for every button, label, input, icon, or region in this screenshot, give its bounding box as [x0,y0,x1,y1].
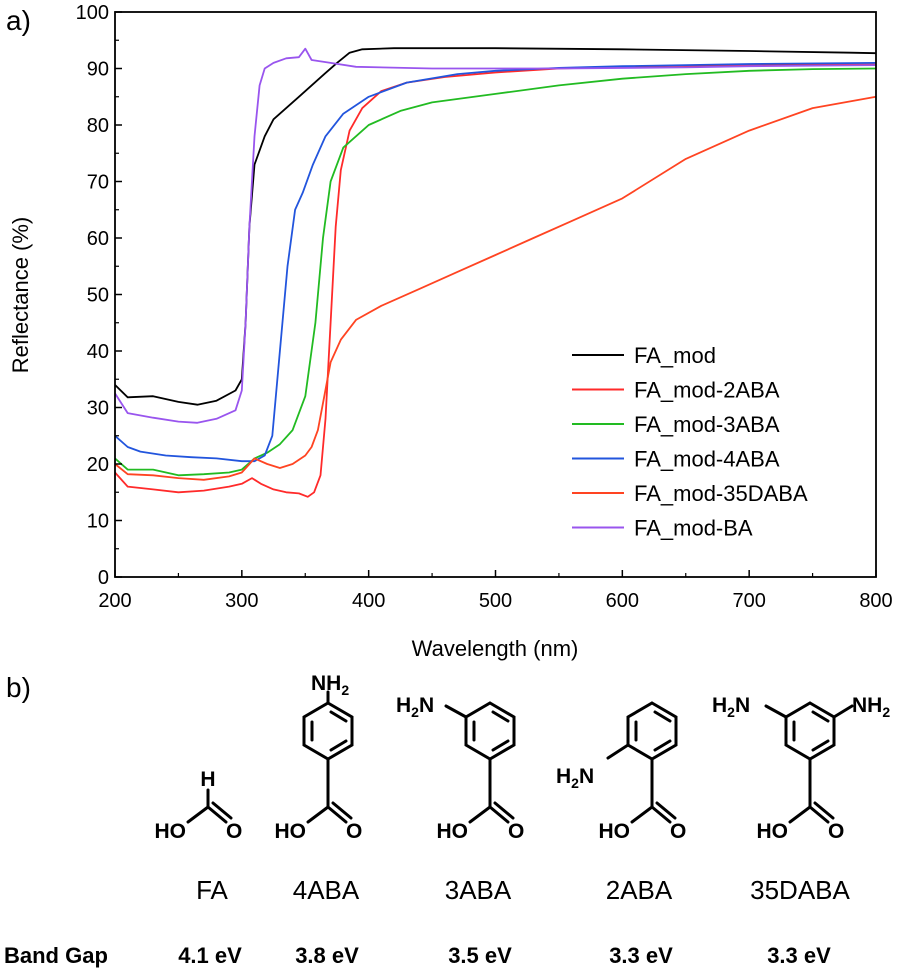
2aba-ring-double-3 [653,739,672,752]
35daba-ring-double-3 [811,739,830,752]
4aba-atom-ho: HO [275,820,307,843]
plot-curves [114,47,877,498]
legend-label-fa-mod-35daba: FA_mod-35DABA [634,481,808,506]
y-tick-label: 40 [87,341,109,363]
axis-tick-labels: 200 300 400 500 600 700 800 0 10 20 30 40 50 60 70 80 90… [76,2,893,612]
4aba-atom-nh2: NH2 [311,672,349,698]
panel-b-label: b) [6,672,31,703]
3aba-atom-o: O [508,820,524,843]
35daba-atom-h2n: H2N [712,694,750,720]
35daba-ring-double-2 [811,710,830,723]
2aba-bond-o [650,805,672,824]
2aba-bond-oh [630,805,654,824]
3aba-atom-h2n: H2N [396,694,434,720]
fa-atom-ho: HO [155,820,187,843]
y-tick-label: 10 [87,511,109,533]
35daba-atom-o: O [828,820,844,843]
x-tick-label: 700 [732,590,765,612]
fa-atom-h: H [200,768,215,791]
band-gap-fa: 4.1 eV [178,943,242,968]
band-gap-4aba: 3.8 eV [295,943,359,968]
y-tick-label: 60 [87,228,109,250]
legend-label-fa-mod-4aba: FA_mod-4ABA [634,447,780,472]
x-tick-label: 600 [606,590,639,612]
4aba-ring-double-2 [329,710,348,723]
y-axis-title: Reflectance (%) [8,217,33,374]
3aba-bond-o [488,805,510,824]
4aba-bond-o [326,805,348,824]
2aba-bond-nh2 [606,743,630,760]
4aba-ring-double-3 [329,739,348,752]
x-axis-title: Wavelength (nm) [412,636,579,661]
3aba-atom-ho: HO [437,820,469,843]
series-line-fa-mod [114,47,877,406]
4aba-bond-oh [306,805,330,824]
series-line-fa-mod-3aba [114,67,877,477]
y-tick-label: 100 [76,2,109,24]
series-line-fa-mod-ba [114,47,877,424]
legend-label-fa-mod-ba: FA_mod-BA [634,516,753,541]
3aba-ring-double-2 [491,710,510,723]
compound-name-35daba: 35DABA [750,875,850,905]
y-tick-label: 70 [87,172,109,194]
3aba-bond-o-double [493,801,515,820]
structure-atoms: HO O H NH2 HO O H2N HO O H2N HO O H2N NH… [155,672,891,843]
35daba-bond-nh2-left [764,704,788,719]
2aba-atom-ho: HO [599,820,631,843]
x-tick-label: 800 [859,590,892,612]
2aba-ring-double-2 [653,710,672,723]
fa-bond-c-o [206,805,228,824]
35daba-atom-ho: HO [757,820,789,843]
3aba-ring-double-3 [491,739,510,752]
legend-label-fa-mod-3aba: FA_mod-3ABA [634,412,780,437]
series-line-fa-mod-35daba [114,95,877,481]
4aba-atom-o: O [346,820,362,843]
legend-label-fa-mod-2aba: FA_mod-2ABA [634,378,780,403]
y-tick-label: 50 [87,285,109,307]
x-tick-label: 200 [98,590,131,612]
fa-bond-c-o-double [211,801,233,820]
panel-a-label: a) [6,5,31,36]
y-tick-label: 90 [87,59,109,81]
35daba-bond-o [808,805,830,824]
compound-name-4aba: 4ABA [293,875,360,905]
y-tick-label: 20 [87,454,109,476]
compound-names: FA 4ABA 3ABA 2ABA 35DABA [196,875,850,905]
band-gap-3aba: 3.5 eV [448,943,512,968]
band-gap-35daba: 3.3 eV [767,943,831,968]
band-gap-label: Band Gap [4,943,108,968]
series-line-fa-mod-2aba [114,63,877,498]
compound-name-fa: FA [196,875,228,905]
35daba-bond-nh2-right [832,704,854,719]
35daba-bond-o-double [813,801,835,820]
y-tick-label: 30 [87,398,109,420]
compound-name-3aba: 3ABA [445,875,512,905]
35daba-atom-nh2: NH2 [852,694,890,720]
x-tick-label: 400 [352,590,385,612]
fa-atom-o: O [226,820,242,843]
3aba-bond-oh [468,805,492,824]
band-gap-row: Band Gap 4.1 eV 3.8 eV 3.5 eV 3.3 eV 3.3… [4,943,831,968]
35daba-bond-oh [788,805,812,824]
x-tick-label: 300 [225,590,258,612]
x-tick-label: 500 [479,590,512,612]
3aba-bond-nh2 [444,704,468,719]
y-tick-label: 80 [87,115,109,137]
structure-bonds [186,690,854,824]
4aba-bond-o-double [331,801,353,820]
2aba-atom-h2n: H2N [556,765,594,791]
legend: FA_mod FA_mod-2ABA FA_mod-3ABA FA_mod-4ABA F… [572,343,808,541]
y-tick-label: 0 [98,567,109,589]
fa-bond-c-oh [186,805,210,824]
compound-name-2aba: 2ABA [606,875,673,905]
band-gap-2aba: 3.3 eV [609,943,673,968]
2aba-bond-o-double [655,801,677,820]
axis-ticks [114,11,877,578]
2aba-atom-o: O [670,820,686,843]
legend-label-fa-mod: FA_mod [634,343,716,368]
